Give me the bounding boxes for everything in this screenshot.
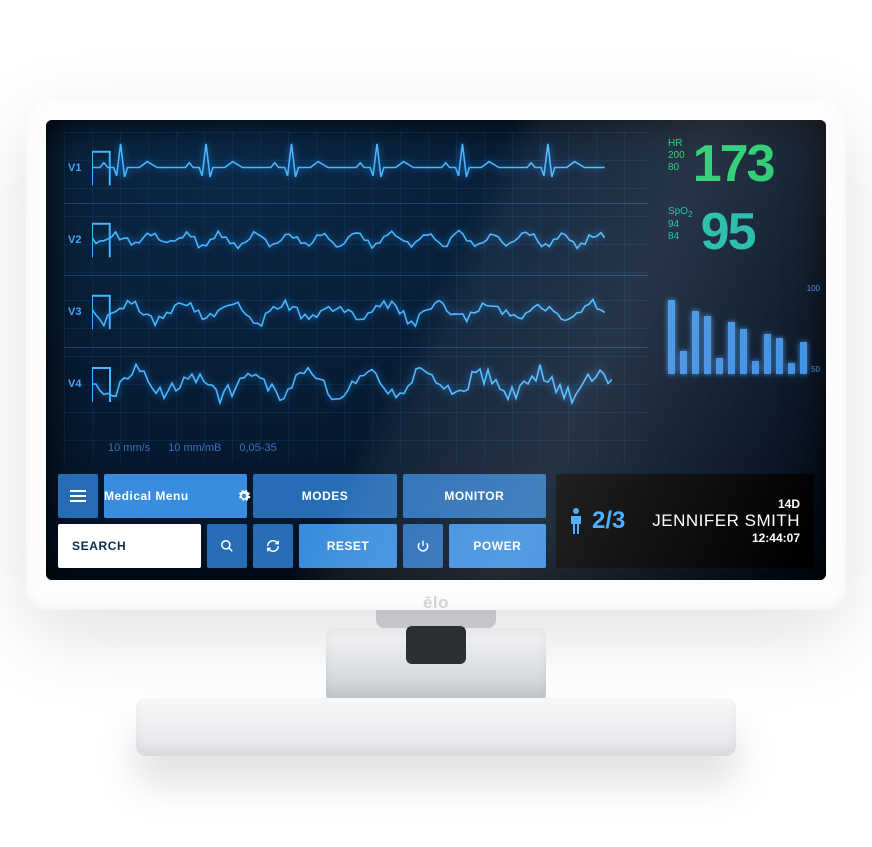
histogram-bar [752, 361, 759, 374]
wave-row-v4: V4 [64, 348, 648, 420]
monitor-device: V1 V2 V3 V4 10 mm/s 10 mm/mB 0,05-35 HR 200 [26, 100, 846, 756]
brand-logo: ēlo [423, 593, 449, 613]
spo2-value: 95 [701, 206, 755, 258]
histogram-bars: 100 50 [668, 284, 808, 374]
vitals-area: V1 V2 V3 V4 10 mm/s 10 mm/mB 0,05-35 HR 200 [64, 132, 808, 462]
scale-filter: 0,05-35 [239, 442, 276, 454]
spo2-high: 94 [668, 219, 693, 231]
histogram-bar [764, 334, 771, 374]
histogram-bar [776, 338, 783, 374]
histogram-bar [704, 316, 711, 374]
wave-row-v2: V2 [64, 204, 648, 276]
medical-menu-button[interactable]: Medical Menu [104, 474, 247, 518]
stand-base [136, 698, 736, 756]
bar-scale-top: 100 [807, 284, 820, 293]
patient-name: JENNIFER SMITH [652, 511, 800, 531]
hr-low: 80 [668, 162, 685, 174]
monitor-button[interactable]: MONITOR [403, 474, 546, 518]
person-icon [568, 507, 584, 535]
refresh-icon [266, 539, 280, 553]
hr-block: HR 200 80 173 [668, 138, 808, 190]
toolbar: Medical Menu MODES MONITOR [58, 474, 814, 568]
stand-pivot [406, 626, 466, 664]
histogram-bar [800, 342, 807, 374]
search-button[interactable] [207, 524, 247, 568]
medical-menu-label: Medical Menu [104, 489, 189, 503]
vitals-readout: HR 200 80 173 SpO2 94 84 [648, 132, 808, 462]
spo2-label: SpO2 [668, 206, 693, 219]
search-icon [220, 539, 234, 553]
histogram-bar [740, 329, 747, 374]
histogram-bar [788, 363, 795, 374]
histogram-bar [716, 358, 723, 374]
lead-label: V3 [68, 306, 81, 318]
histogram-bar [680, 351, 687, 374]
lead-label: V4 [68, 378, 81, 390]
search-box[interactable] [58, 524, 201, 568]
waveform-panel: V1 V2 V3 V4 10 mm/s 10 mm/mB 0,05-35 [64, 132, 648, 462]
lead-label: V2 [68, 234, 81, 246]
hr-value: 173 [693, 138, 774, 190]
wave-row-v3: V3 [64, 276, 648, 348]
screen: V1 V2 V3 V4 10 mm/s 10 mm/mB 0,05-35 HR 200 [46, 120, 826, 580]
histogram-bar [728, 322, 735, 374]
gear-icon [225, 489, 251, 503]
hr-label: HR [668, 138, 685, 150]
scale-gain: 10 mm/mB [168, 442, 221, 454]
patient-room: 14D [652, 497, 800, 511]
hr-high: 200 [668, 150, 685, 162]
patient-time: 12:44:07 [652, 531, 800, 545]
power-icon-button[interactable] [403, 524, 443, 568]
search-input[interactable] [72, 539, 187, 553]
power-button[interactable]: POWER [449, 524, 546, 568]
power-icon [416, 539, 430, 553]
hamburger-icon [70, 490, 86, 502]
histogram-bar [692, 311, 699, 374]
histogram-bar [668, 300, 675, 374]
patient-panel[interactable]: 2/3 14D JENNIFER SMITH 12:44:07 [556, 474, 814, 568]
lead-label: V1 [68, 162, 81, 174]
menu-icon-button[interactable] [58, 474, 98, 518]
wave-row-v1: V1 [64, 132, 648, 204]
monitor-bezel: V1 V2 V3 V4 10 mm/s 10 mm/mB 0,05-35 HR 200 [26, 100, 846, 610]
modes-button[interactable]: MODES [253, 474, 396, 518]
spo2-low: 84 [668, 231, 693, 243]
bar-scale-bottom: 50 [811, 365, 820, 374]
scale-speed: 10 mm/s [108, 442, 150, 454]
stand-neck [326, 628, 546, 708]
spo2-block: SpO2 94 84 95 [668, 206, 808, 258]
reset-button[interactable]: RESET [299, 524, 396, 568]
patient-count: 2/3 [592, 507, 625, 535]
scale-info: 10 mm/s 10 mm/mB 0,05-35 [108, 442, 277, 454]
refresh-button[interactable] [253, 524, 293, 568]
